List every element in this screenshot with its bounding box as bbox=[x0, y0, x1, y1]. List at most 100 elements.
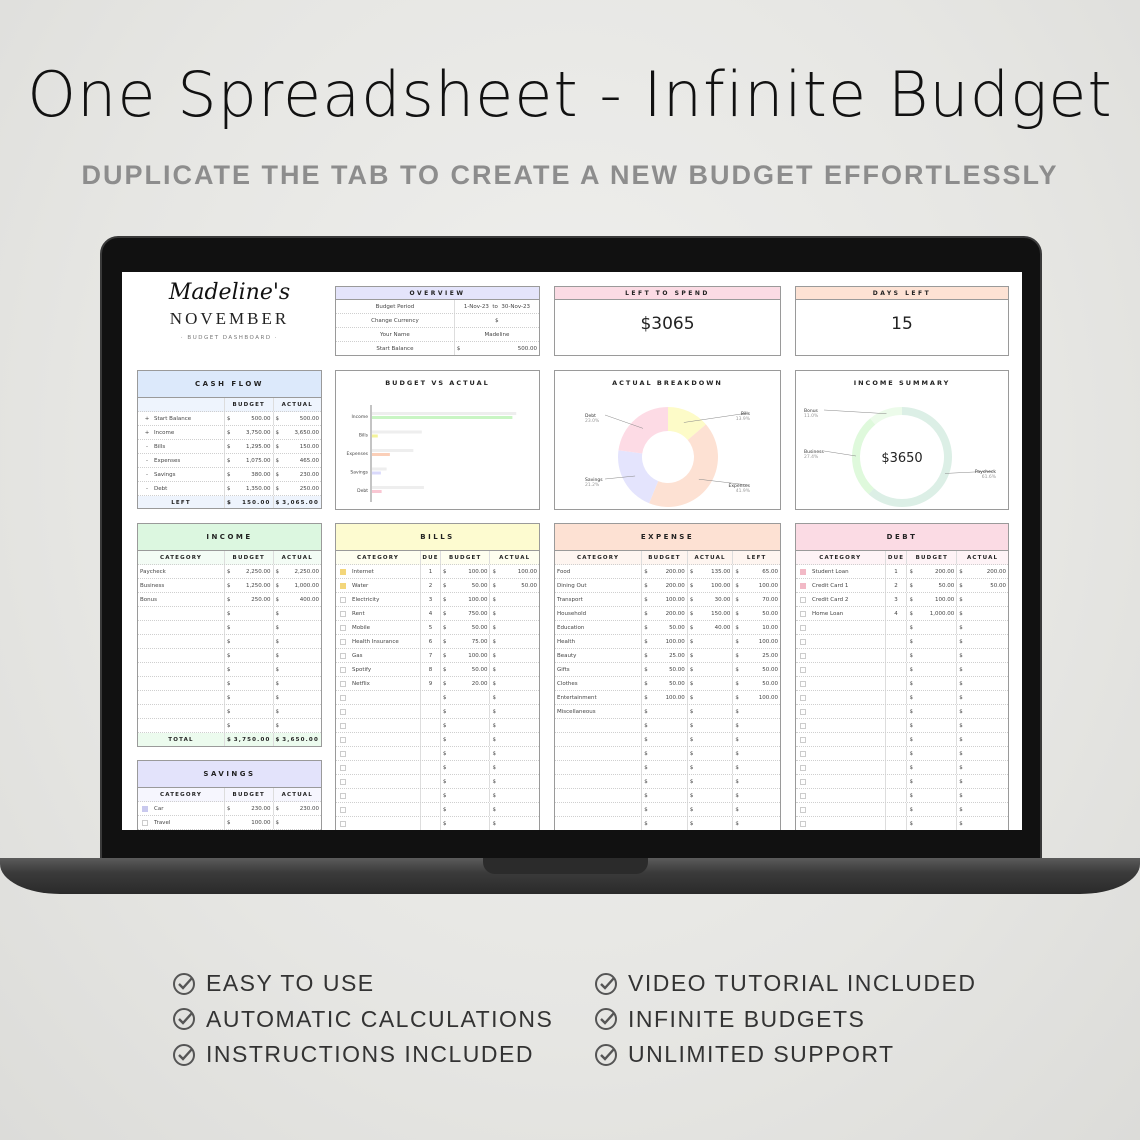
category-cell[interactable] bbox=[796, 789, 886, 802]
due-cell[interactable] bbox=[421, 719, 441, 732]
category-cell[interactable]: Netflix bbox=[336, 677, 422, 690]
left-cell[interactable]: $ bbox=[733, 789, 780, 802]
actual-cell[interactable]: $ bbox=[688, 635, 734, 648]
category-cell[interactable] bbox=[796, 705, 886, 718]
checkbox[interactable] bbox=[800, 722, 806, 729]
due-cell[interactable] bbox=[886, 747, 908, 760]
actual-cell[interactable]: $ bbox=[274, 649, 321, 662]
budget-cell[interactable]: $50.00 bbox=[642, 677, 688, 690]
budget-cell[interactable]: $100.00 bbox=[441, 593, 491, 606]
actual-cell[interactable]: $ bbox=[688, 803, 734, 816]
category-cell[interactable]: Credit Card 1 bbox=[796, 579, 886, 592]
budget-cell[interactable]: $2,250.00 bbox=[225, 565, 274, 578]
category-cell[interactable]: Education bbox=[555, 621, 643, 634]
budget-cell[interactable]: $ bbox=[907, 761, 958, 774]
checkbox[interactable] bbox=[340, 666, 346, 673]
category-cell[interactable] bbox=[336, 691, 422, 704]
actual-cell[interactable]: $ bbox=[957, 621, 1008, 634]
budget-cell[interactable]: $100.00 bbox=[441, 649, 491, 662]
overview-value-cell[interactable]: 1-Nov-23 to 30-Nov-23 bbox=[455, 300, 539, 313]
actual-cell[interactable]: $100.00 bbox=[490, 565, 539, 578]
due-cell[interactable] bbox=[421, 817, 441, 830]
budget-cell[interactable]: $ bbox=[225, 607, 274, 620]
left-cell[interactable]: $ bbox=[733, 733, 780, 746]
budget-cell[interactable]: $ bbox=[441, 691, 491, 704]
actual-cell[interactable]: $ bbox=[274, 635, 321, 648]
budget-cell[interactable]: $ bbox=[441, 775, 491, 788]
actual-cell[interactable]: $ bbox=[688, 817, 734, 830]
budget-cell[interactable]: $100.00 bbox=[441, 565, 491, 578]
category-cell[interactable]: Household bbox=[555, 607, 643, 620]
actual-cell[interactable]: $ bbox=[688, 663, 734, 676]
actual-cell[interactable]: $ bbox=[490, 719, 539, 732]
checked-checkbox[interactable] bbox=[800, 582, 806, 589]
budget-cell[interactable]: $ bbox=[907, 677, 958, 690]
budget-cell[interactable]: $ bbox=[907, 789, 958, 802]
category-cell[interactable]: Entertainment bbox=[555, 691, 643, 704]
category-cell[interactable] bbox=[555, 817, 643, 830]
actual-cell[interactable]: $30.00 bbox=[688, 593, 734, 606]
budget-cell[interactable]: $ bbox=[907, 747, 958, 760]
budget-cell[interactable]: $75.00 bbox=[441, 635, 491, 648]
category-cell[interactable] bbox=[555, 775, 643, 788]
budget-cell[interactable]: $ bbox=[441, 803, 491, 816]
budget-cell[interactable]: $ bbox=[642, 775, 688, 788]
budget-cell[interactable]: $ bbox=[642, 817, 688, 830]
checkbox[interactable] bbox=[800, 820, 806, 827]
actual-cell[interactable]: $ bbox=[490, 733, 539, 746]
checkbox[interactable] bbox=[800, 778, 806, 785]
budget-cell[interactable]: $50.00 bbox=[441, 663, 491, 676]
due-cell[interactable] bbox=[421, 789, 441, 802]
actual-cell[interactable]: $ bbox=[274, 663, 321, 676]
category-cell[interactable]: Clothes bbox=[555, 677, 643, 690]
checkbox[interactable] bbox=[340, 806, 346, 813]
actual-cell[interactable]: $ bbox=[274, 621, 321, 634]
left-cell[interactable]: $ bbox=[733, 761, 780, 774]
category-cell[interactable] bbox=[336, 719, 422, 732]
left-cell[interactable]: $70.00 bbox=[733, 593, 780, 606]
budget-cell[interactable]: $ bbox=[907, 817, 958, 830]
budget-cell[interactable]: $ bbox=[907, 719, 958, 732]
checkbox[interactable] bbox=[340, 610, 346, 617]
actual-cell[interactable]: $ bbox=[688, 775, 734, 788]
category-cell[interactable] bbox=[796, 663, 886, 676]
checkbox[interactable] bbox=[340, 820, 346, 827]
actual-cell[interactable]: $200.00 bbox=[957, 565, 1008, 578]
category-cell[interactable] bbox=[555, 803, 643, 816]
due-cell[interactable]: 1 bbox=[886, 565, 908, 578]
budget-cell[interactable]: $250.00 bbox=[225, 593, 274, 606]
due-cell[interactable] bbox=[421, 761, 441, 774]
actual-cell[interactable]: $ bbox=[274, 705, 321, 718]
actual-cell[interactable]: $ bbox=[490, 691, 539, 704]
actual-cell[interactable]: $ bbox=[274, 677, 321, 690]
left-cell[interactable]: $ bbox=[733, 719, 780, 732]
category-cell[interactable] bbox=[336, 817, 422, 830]
actual-cell[interactable]: $1,000.00 bbox=[274, 579, 321, 592]
category-cell[interactable]: Transport bbox=[555, 593, 643, 606]
actual-cell[interactable]: $ bbox=[490, 775, 539, 788]
left-cell[interactable]: $50.00 bbox=[733, 677, 780, 690]
budget-cell[interactable]: $ bbox=[907, 691, 958, 704]
left-cell[interactable]: $ bbox=[733, 747, 780, 760]
actual-cell[interactable]: $ bbox=[957, 677, 1008, 690]
due-cell[interactable]: 3 bbox=[886, 593, 908, 606]
actual-cell[interactable]: $ bbox=[490, 789, 539, 802]
due-cell[interactable] bbox=[421, 747, 441, 760]
category-cell[interactable]: Gas bbox=[336, 649, 422, 662]
actual-cell[interactable]: $ bbox=[490, 621, 539, 634]
budget-cell[interactable]: $200.00 bbox=[907, 565, 958, 578]
budget-cell[interactable]: $ bbox=[441, 733, 491, 746]
category-cell[interactable] bbox=[796, 817, 886, 830]
actual-cell[interactable]: $ bbox=[957, 733, 1008, 746]
checked-checkbox[interactable] bbox=[142, 805, 148, 812]
category-cell[interactable]: Miscellaneous bbox=[555, 705, 643, 718]
category-cell[interactable]: Electricity bbox=[336, 593, 422, 606]
due-cell[interactable] bbox=[886, 733, 908, 746]
budget-cell[interactable]: $ bbox=[225, 621, 274, 634]
category-cell[interactable] bbox=[796, 621, 886, 634]
category-cell[interactable]: Paycheck bbox=[138, 565, 226, 578]
category-cell[interactable] bbox=[138, 649, 226, 662]
actual-cell[interactable]: $ bbox=[957, 691, 1008, 704]
due-cell[interactable] bbox=[886, 691, 908, 704]
category-cell[interactable]: Business bbox=[138, 579, 226, 592]
